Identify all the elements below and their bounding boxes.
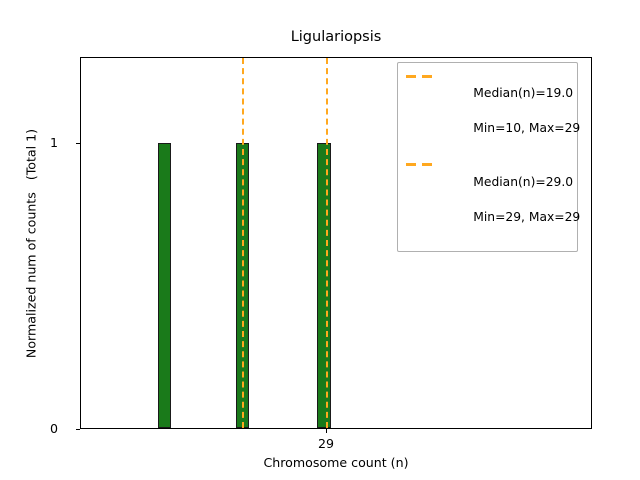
- chart-title: Ligulariopsis: [290, 29, 382, 45]
- y-axis-label-container: Normalized num of counts (Total 1): [0, 0, 39, 480]
- legend-median-19-line2: Min=10, Max=29: [473, 121, 581, 136]
- legend-median-29-line2: Min=29, Max=29: [473, 209, 581, 224]
- bar-chromosome-10: [157, 143, 171, 428]
- median-line-29: [326, 58, 329, 428]
- y-tick-mark-1: [76, 143, 80, 144]
- x-axis-label: Chromosome count (n): [263, 455, 409, 470]
- y-tick-label-1: 1: [49, 135, 58, 150]
- dashed-line-icon: [405, 157, 435, 173]
- legend-item-median-29-text: Median(n)=29.0 Min=29, Max=29: [442, 156, 580, 243]
- legend-item-median-19-text: Median(n)=19.0 Min=10, Max=29: [442, 68, 580, 155]
- y-axis-label: Normalized num of counts (Total 1): [23, 128, 39, 359]
- median-line-19: [242, 58, 245, 428]
- x-tick-label-29: 29: [317, 436, 335, 451]
- legend-item-median-19: Median(n)=19.0 Min=10, Max=29: [405, 68, 580, 155]
- bar-chromosome-29: [317, 143, 331, 428]
- legend-item-median-29: Median(n)=29.0 Min=29, Max=29: [405, 156, 580, 243]
- dashed-line-icon: [405, 69, 435, 85]
- legend-median-19-line1: Median(n)=19.0: [473, 86, 574, 101]
- chart-legend: Median(n)=19.0 Min=10, Max=29 Median(n)=…: [397, 62, 580, 252]
- y-tick-mark-0: [76, 429, 80, 430]
- x-tick-mark-29: [326, 429, 327, 433]
- legend-median-29-line1: Median(n)=29.0: [473, 174, 574, 189]
- y-tick-label-0: 0: [49, 421, 58, 436]
